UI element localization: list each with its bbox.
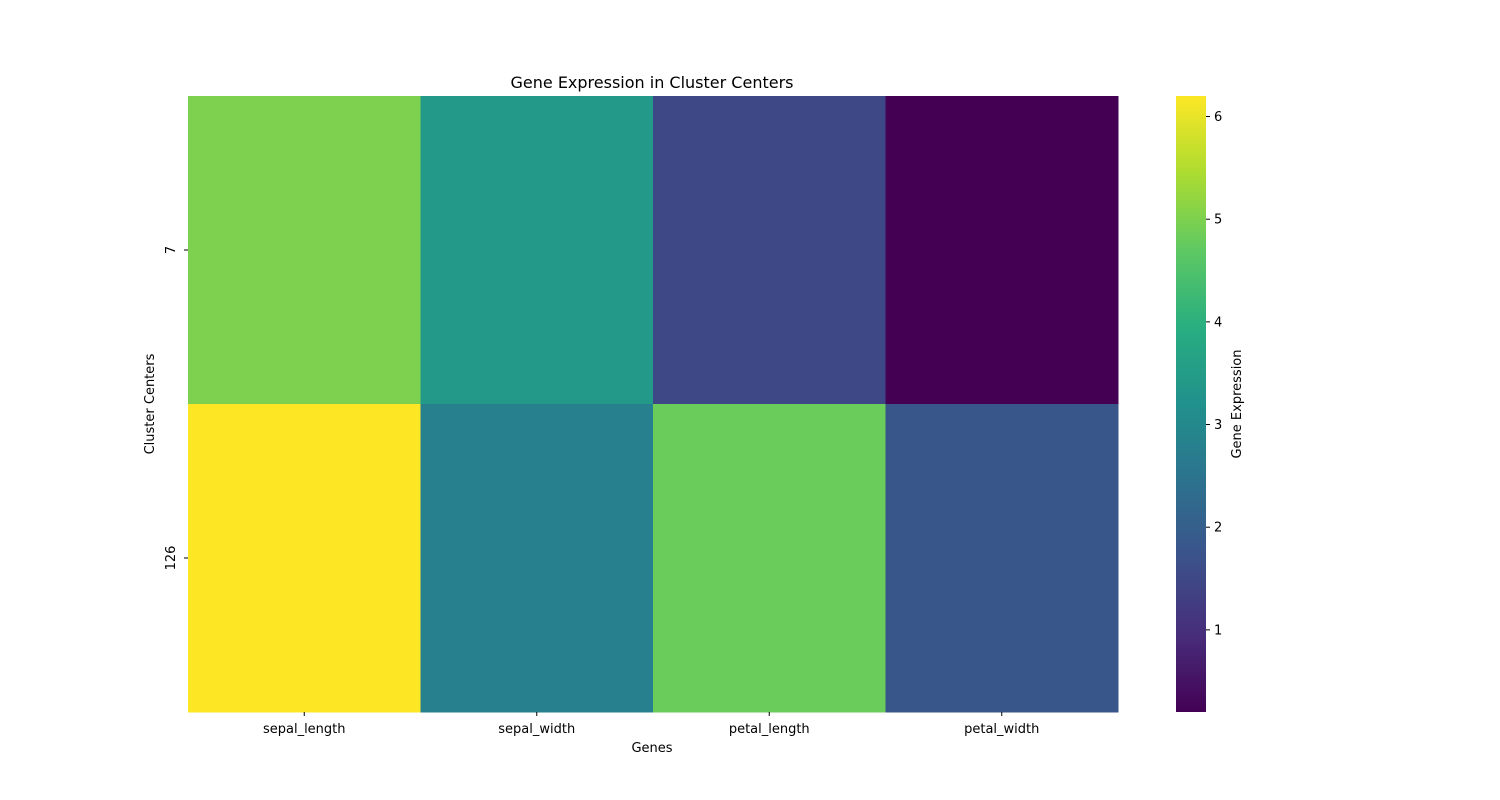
heatmap-cell — [653, 404, 886, 713]
x-tick-label: petal_length — [729, 722, 810, 737]
heatmap-cell — [885, 404, 1119, 713]
heatmap-cells — [188, 96, 1119, 713]
y-axis-ticks: 7 126 — [164, 246, 188, 571]
x-axis-ticks: sepal_length sepal_width petal_length petal… — [263, 712, 1039, 737]
colorbar-tick-label: 4 — [1214, 315, 1222, 330]
heatmap-cell — [653, 96, 886, 405]
y-axis-label: Cluster Centers — [143, 353, 158, 454]
heatmap-cell — [188, 96, 421, 405]
chart-title: Gene Expression in Cluster Centers — [511, 73, 794, 92]
heatmap-cell — [188, 404, 421, 713]
heatmap-cell — [420, 96, 654, 405]
x-tick-label: sepal_length — [263, 722, 346, 737]
x-axis-label: Genes — [631, 741, 672, 756]
colorbar-tick-label: 3 — [1214, 418, 1222, 433]
colorbar-tick-label: 5 — [1214, 213, 1222, 228]
colorbar-tick-label: 6 — [1214, 110, 1222, 125]
colorbar-label: Gene Expression — [1230, 349, 1245, 458]
colorbar-ticks: 1 2 3 4 5 6 — [1206, 110, 1222, 638]
heatmap-cell — [885, 96, 1119, 405]
x-tick-label: sepal_width — [498, 722, 575, 737]
y-tick-label: 126 — [164, 546, 179, 571]
colorbar-tick-label: 1 — [1214, 623, 1222, 638]
heatmap-cell — [420, 404, 654, 713]
colorbar — [1176, 96, 1206, 712]
colorbar-tick-label: 2 — [1214, 521, 1222, 536]
x-tick-label: petal_width — [964, 722, 1039, 737]
y-tick-label: 7 — [164, 246, 179, 254]
